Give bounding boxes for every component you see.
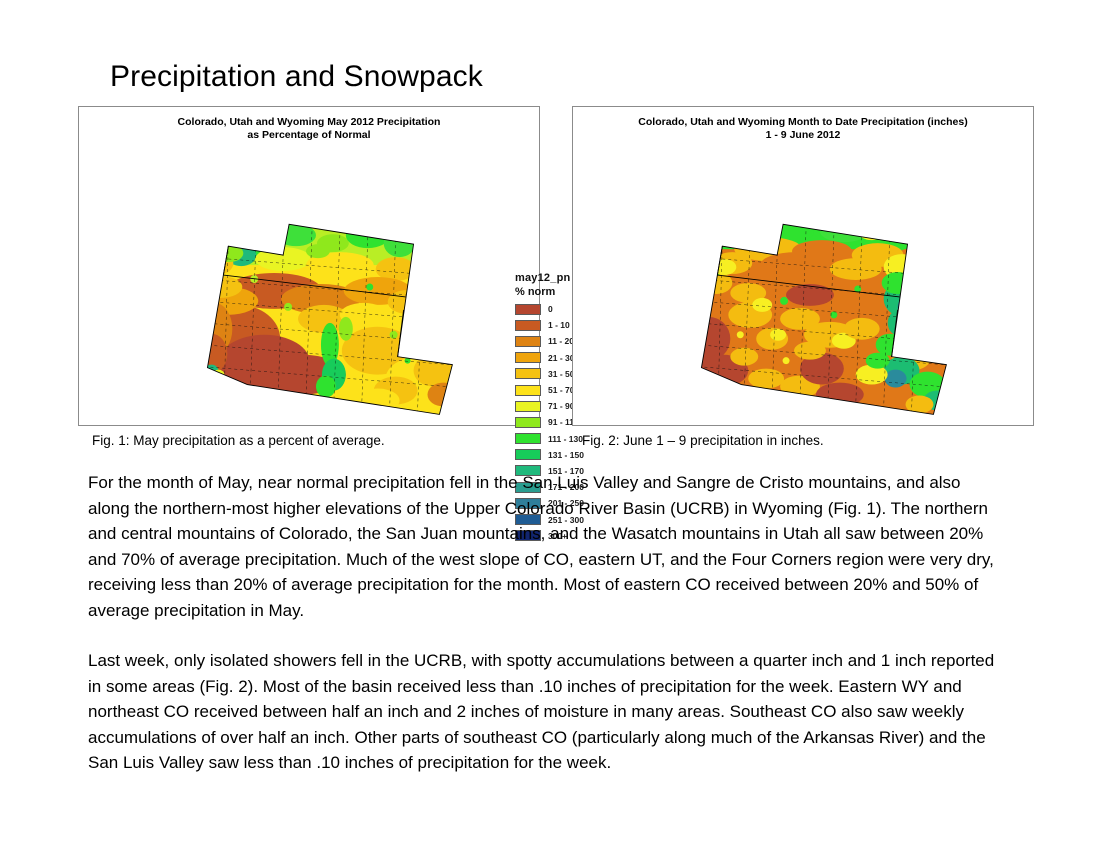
legend-1-swatch bbox=[515, 449, 541, 461]
legend-1-label: 31 - 50 bbox=[548, 368, 575, 379]
legend-1-label: 111 - 130 bbox=[548, 433, 583, 444]
legend-1-title: may12_pn bbox=[515, 272, 571, 284]
figure-1-title-line-2: as Percentage of Normal bbox=[247, 128, 371, 141]
legend-1-item: 11 - 20 bbox=[515, 333, 584, 349]
legend-1-label: 11 - 20 bbox=[548, 336, 574, 347]
figure-2-map bbox=[573, 139, 1033, 425]
legend-1-subtitle: % norm bbox=[515, 286, 556, 298]
legend-1-item: 201 - 250 bbox=[515, 495, 584, 511]
figure-1-frame: Colorado, Utah and Wyoming May 2012 Prec… bbox=[78, 106, 584, 542]
figure-2-frame: Colorado, Utah and Wyoming Month to Date… bbox=[572, 106, 1034, 426]
legend-1-label: 91 - 110 bbox=[548, 417, 579, 428]
legend-1-swatch bbox=[515, 433, 541, 445]
legend-1-item: 91 - 110 bbox=[515, 414, 584, 430]
legend-1-label: 0 bbox=[548, 304, 553, 315]
figure-1-title-line-1: Colorado, Utah and Wyoming May 2012 Prec… bbox=[177, 116, 441, 128]
legend-1-label: 151 - 170 bbox=[548, 465, 584, 476]
legend-1-item: 131 - 150 bbox=[515, 447, 584, 463]
state-outlines bbox=[700, 223, 947, 415]
legend-1-swatch bbox=[515, 530, 541, 542]
legend-1-label: 71 - 90 bbox=[548, 401, 575, 412]
figure-1-legend: may12_pn % norm 0 1 - 10 11 - 20 21 - 30… bbox=[515, 272, 584, 544]
body-paragraph-1: For the month of May, near normal precip… bbox=[88, 473, 994, 620]
legend-1-label: 1 - 10 bbox=[548, 320, 570, 331]
legend-1-label: 300+ bbox=[548, 530, 568, 541]
legend-1-item: 151 - 170 bbox=[515, 463, 584, 479]
legend-1-item: 111 - 130 bbox=[515, 431, 584, 447]
legend-1-item: 1 - 10 bbox=[515, 317, 584, 333]
legend-1-item: 300+ bbox=[515, 528, 584, 544]
legend-1-swatch bbox=[515, 400, 541, 412]
body-paragraph-2: Last week, only isolated showers fell in… bbox=[88, 651, 995, 772]
legend-1-item: 21 - 30 bbox=[515, 350, 584, 366]
legend-1-swatch bbox=[515, 368, 541, 380]
legend-1-swatch bbox=[515, 514, 541, 526]
legend-1-swatch bbox=[515, 481, 541, 493]
page-title: Precipitation and Snowpack bbox=[110, 60, 483, 93]
legend-1-swatch bbox=[515, 384, 541, 396]
legend-1-item: 171 - 200 bbox=[515, 479, 584, 495]
figure-1-map-title: Colorado, Utah and Wyoming May 2012 Prec… bbox=[79, 116, 539, 141]
state-outlines bbox=[206, 223, 453, 415]
legend-1-swatch bbox=[515, 335, 541, 347]
legend-1-swatch bbox=[515, 319, 541, 331]
legend-1-item: 0 bbox=[515, 301, 584, 317]
figure-2-title-line-2: 1 - 9 June 2012 bbox=[765, 128, 841, 141]
figure-2-title-line-1: Colorado, Utah and Wyoming Month to Date… bbox=[638, 116, 968, 128]
legend-1-label: 171 - 200 bbox=[548, 482, 584, 493]
legend-1-item: 31 - 50 bbox=[515, 366, 584, 382]
county-boundaries bbox=[207, 229, 453, 413]
legend-1-swatch bbox=[515, 303, 541, 315]
legend-1-swatch bbox=[515, 352, 541, 364]
legend-1-swatch bbox=[515, 416, 541, 428]
legend-1-item: 71 - 90 bbox=[515, 398, 584, 414]
figure-1-map bbox=[79, 139, 539, 425]
figure-1-caption: Fig. 1: May precipitation as a percent o… bbox=[92, 433, 385, 448]
legend-1-swatch bbox=[515, 497, 541, 509]
legend-1-label: 251 - 300 bbox=[548, 514, 584, 525]
body-text: For the month of May, near normal precip… bbox=[88, 470, 1000, 776]
legend-1-item: 251 - 300 bbox=[515, 511, 584, 527]
legend-1-label: 51 - 70 bbox=[548, 385, 575, 396]
figure-2-caption: Fig. 2: June 1 – 9 precipitation in inch… bbox=[582, 433, 824, 448]
legend-1-label: 131 - 150 bbox=[548, 449, 584, 460]
county-boundaries bbox=[701, 229, 947, 413]
legend-1-item: 51 - 70 bbox=[515, 382, 584, 398]
figure-2-map-title: Colorado, Utah and Wyoming Month to Date… bbox=[573, 116, 1033, 141]
legend-1-swatch bbox=[515, 465, 541, 477]
legend-1-label: 201 - 250 bbox=[548, 498, 584, 509]
legend-1-label: 21 - 30 bbox=[548, 352, 575, 363]
